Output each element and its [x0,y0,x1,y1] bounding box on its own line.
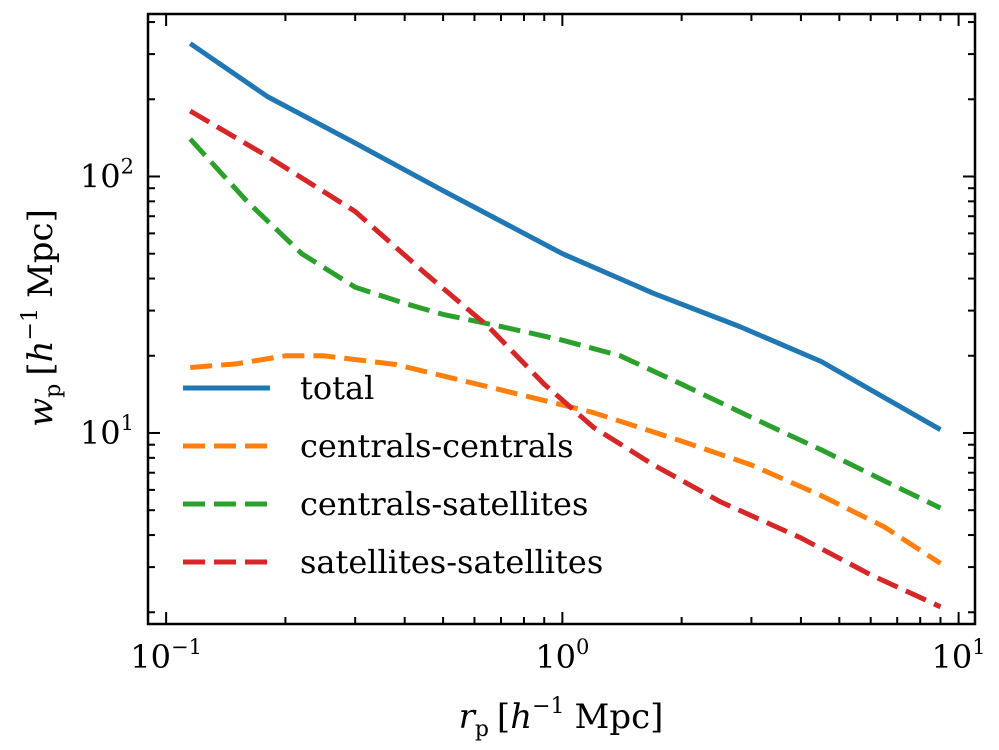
x-tick-label: 100 [535,635,589,676]
series-line-centrals-satellites [188,137,942,511]
series-line-total [188,41,942,432]
legend-label: total [300,369,374,407]
x-tick-label: 10−1 [130,635,202,676]
legend-label: satellites-satellites [300,543,603,581]
legend-label: centrals-centrals [300,427,574,465]
y-tick-label: 101 [80,411,134,452]
plot-frame [146,12,977,626]
legend-label: centrals-satellites [300,485,588,523]
y-tick-label: 102 [80,154,134,195]
tick-labels-layer: 10−1 100 101 101 102 [80,154,986,676]
x-axis-label: rp [h−1 Mpc] [459,694,664,742]
legend: total centrals-centrals centrals-satellite… [183,369,603,581]
y-axis-label: wp[h−1Mpc] [18,209,66,427]
series-line-centrals-centrals [190,353,942,566]
plot-series-layer [188,41,942,610]
x-tick-label: 101 [932,635,986,676]
series-line-satellites-satellites [188,108,942,610]
